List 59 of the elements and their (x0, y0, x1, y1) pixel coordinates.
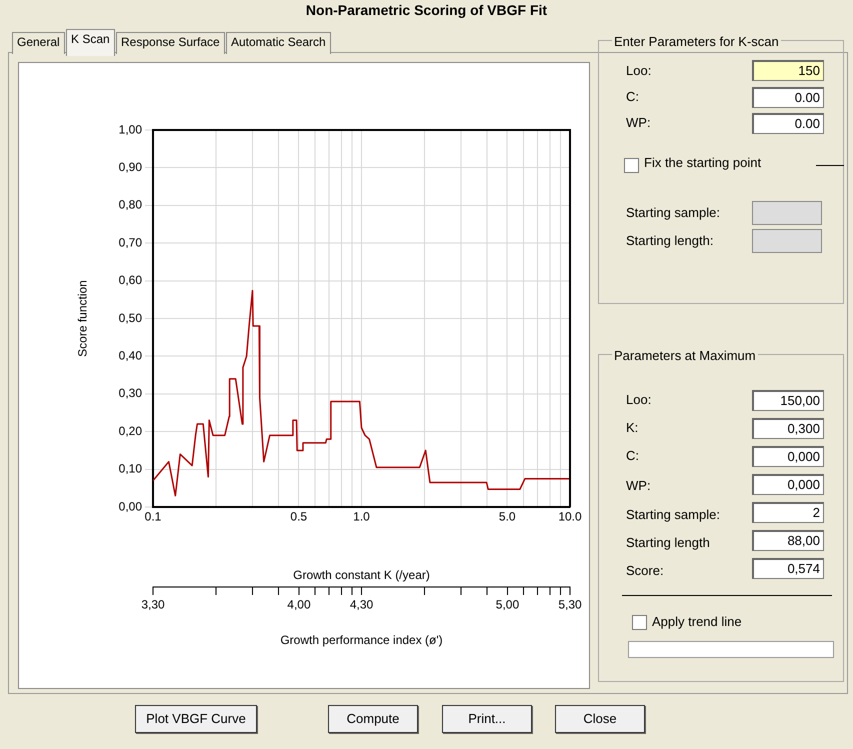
x-tick-label: 0.5 (290, 510, 308, 524)
text: General (12, 32, 65, 54)
text: 150,00 (752, 390, 824, 411)
text: Parameters at Maximum (612, 348, 758, 363)
text: 2 (752, 502, 824, 523)
x-tick-label: 5.0 (498, 510, 516, 524)
x-tick-label: 10.0 (558, 510, 582, 524)
text: C: (626, 89, 639, 104)
text: Apply trend line (652, 614, 742, 629)
text: K Scan (66, 29, 115, 56)
x2-tick-label: 5,30 (558, 598, 582, 612)
x2-tick-label: 3,30 (141, 598, 165, 612)
text: K: (626, 420, 638, 435)
y-tick-label: 1,00 (118, 122, 142, 136)
y-tick-label: 0,70 (118, 235, 142, 250)
y-tick-label: 0,10 (118, 462, 142, 476)
text: Loo: (626, 63, 652, 78)
text: Score: (626, 563, 664, 578)
text: 0,000 (752, 446, 824, 467)
x-tick-label: 0.1 (144, 510, 162, 524)
x2-tick-label: 4,00 (287, 598, 311, 612)
x-axis-title: Growth constant K (/year) (293, 568, 430, 582)
text: WP: (626, 115, 651, 130)
text: Starting sample: (626, 507, 720, 522)
y-tick-label: 0,00 (118, 499, 142, 514)
text: Close (555, 705, 645, 733)
text: C: (626, 448, 639, 463)
y-tick-label: 0,80 (118, 198, 142, 212)
text: Automatic Search (226, 32, 331, 54)
text: Fix the starting point (644, 155, 762, 170)
text: Enter Parameters for K-scan (612, 34, 781, 49)
y-tick-label: 0,20 (118, 424, 142, 438)
x2-axis-title: Growth performance index (ø') (280, 633, 443, 648)
text: Starting length: (626, 233, 714, 248)
text: Response Surface (116, 32, 225, 54)
x2-tick-label: 4,30 (350, 598, 374, 612)
text: 0.00 (752, 87, 824, 108)
text: 0,574 (752, 558, 824, 579)
text: Starting sample: (626, 205, 720, 220)
y-tick-label: 0,60 (118, 273, 142, 288)
text: Loo: (626, 392, 652, 407)
text: Compute (328, 705, 418, 733)
text: Plot VBGF Curve (135, 705, 257, 733)
text: 0.00 (752, 113, 824, 134)
text: WP: (626, 478, 651, 493)
text: 88,00 (752, 530, 824, 551)
y-tick-label: 0,90 (118, 160, 142, 174)
text: Print... (442, 705, 532, 733)
y-tick-label: 0,30 (118, 386, 142, 400)
x-tick-label: 1.0 (353, 510, 370, 524)
y-tick-label: 0,50 (118, 310, 142, 325)
text: 0,000 (752, 474, 824, 495)
y-tick-label: 0,40 (118, 348, 142, 363)
text: Starting length (626, 535, 710, 550)
y-axis-title: Score function (76, 280, 90, 357)
text: 150 (752, 60, 824, 81)
text: 0,300 (752, 418, 824, 439)
chart-title: Non-Parametric Scoring of VBGF Fit (304, 2, 548, 18)
x2-tick-label: 5,00 (496, 598, 520, 612)
